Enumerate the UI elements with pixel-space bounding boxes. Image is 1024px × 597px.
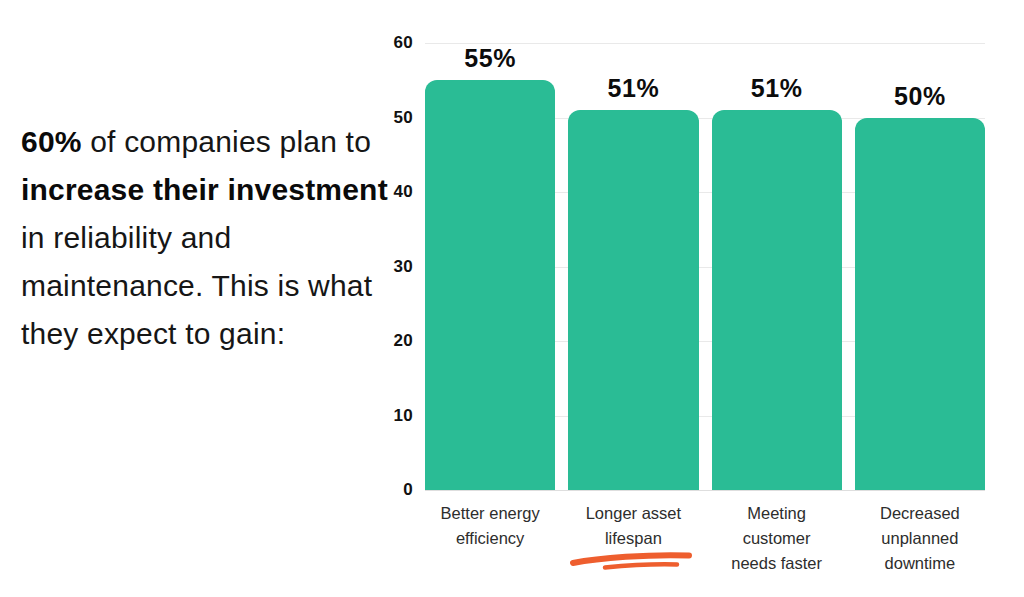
hand-drawn-underline-icon xyxy=(569,549,697,573)
x-axis-label-0: Better energy efficiency xyxy=(425,501,555,576)
gridline-0 xyxy=(425,490,985,491)
bar-value-label: 50% xyxy=(894,82,946,111)
intro-bold-investment: increase their investment xyxy=(21,173,388,206)
x-axis-label-2: Meeting customer needs faster xyxy=(712,501,842,576)
bar-column-1: 51% xyxy=(568,74,698,490)
y-tick-40: 40 xyxy=(393,182,413,202)
bar-value-label: 55% xyxy=(464,44,516,73)
y-tick-10: 10 xyxy=(393,406,413,426)
y-tick-50: 50 xyxy=(393,108,413,128)
plot-area: 55% 51% 51% 50% xyxy=(425,43,985,490)
bar-column-0: 55% xyxy=(425,44,555,490)
bar-value-label: 51% xyxy=(751,74,803,103)
bar-51% xyxy=(712,110,842,490)
intro-text: 60% of companies plan to increase their … xyxy=(21,118,389,358)
intro-bold-60-percent: 60% xyxy=(21,125,82,158)
bar-50% xyxy=(855,118,985,491)
y-tick-0: 0 xyxy=(403,480,413,500)
bar-51% xyxy=(568,110,698,490)
infographic: 60% of companies plan to increase their … xyxy=(0,0,1024,597)
y-tick-30: 30 xyxy=(393,257,413,277)
y-tick-20: 20 xyxy=(393,331,413,351)
bar-value-label: 51% xyxy=(608,74,660,103)
bars: 55% 51% 51% 50% xyxy=(425,43,985,490)
y-axis: 0102030405060 xyxy=(375,43,413,490)
bar-column-3: 50% xyxy=(855,82,985,491)
bar-column-2: 51% xyxy=(712,74,842,490)
intro-regular-2: in reliability and maintenance. This is … xyxy=(21,221,372,350)
x-axis-label-3: Decreased unplanned downtime xyxy=(855,501,985,576)
y-tick-60: 60 xyxy=(393,33,413,53)
bar-55% xyxy=(425,80,555,490)
intro-regular-1: of companies plan to xyxy=(82,125,371,158)
x-axis-labels: Better energy efficiencyLonger asset lif… xyxy=(425,501,985,576)
bar-chart: 0102030405060 55%51%51%50% Better energy… xyxy=(375,43,995,588)
